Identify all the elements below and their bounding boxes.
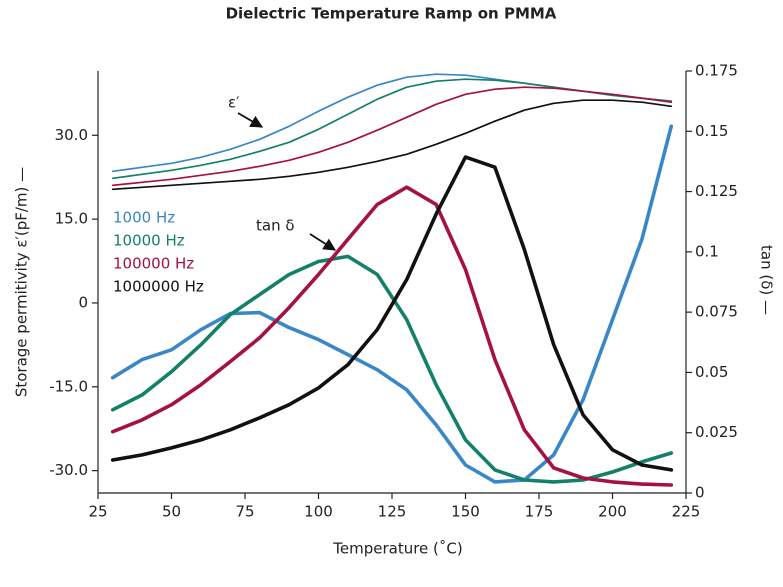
chart-title: Dielectric Temperature Ramp on PMMA bbox=[226, 5, 557, 23]
x-tick-label: 150 bbox=[451, 503, 480, 521]
x-tick-label: 175 bbox=[525, 503, 554, 521]
annotation: tan δ bbox=[256, 217, 295, 235]
annotation-arrow bbox=[237, 112, 264, 128]
y-tick-label: 0 bbox=[78, 293, 88, 311]
y2-axis-label: tan (δ) — bbox=[758, 245, 776, 315]
x-tick-label: 75 bbox=[235, 503, 254, 521]
series-line bbox=[110, 185, 674, 487]
legend-label: 1000000 Hz bbox=[113, 278, 204, 296]
y2-tick-label: 0 bbox=[695, 484, 705, 502]
y2-tick-label: 0.05 bbox=[695, 363, 728, 381]
y2-tick-label: 0.175 bbox=[695, 62, 738, 80]
x-tick-label: 100 bbox=[304, 503, 333, 521]
x-axis-label: Temperature (˚C) bbox=[332, 540, 462, 558]
x-tick-label: 125 bbox=[378, 503, 407, 521]
legend-label: 100000 Hz bbox=[113, 255, 194, 273]
series-line bbox=[111, 73, 673, 173]
series-line bbox=[111, 99, 673, 191]
y-axis-label: Storage permitivity ε′(pF/m) — bbox=[13, 167, 31, 397]
series-line bbox=[110, 124, 674, 484]
y-tick-label: -30.0 bbox=[49, 461, 88, 479]
x-tick-label: 50 bbox=[162, 503, 181, 521]
series-line bbox=[111, 78, 673, 180]
x-tick-label: 225 bbox=[672, 503, 701, 521]
y2-tick-label: 0.15 bbox=[695, 122, 728, 140]
x-tick-label: 200 bbox=[598, 503, 627, 521]
y-tick-label: 30.0 bbox=[55, 126, 88, 144]
y2-tick-label: 0.1 bbox=[695, 242, 719, 260]
series-line bbox=[111, 86, 673, 187]
y-tick-label: 15.0 bbox=[55, 210, 88, 228]
y2-tick-label: 0.025 bbox=[695, 423, 738, 441]
y2-tick-label: 0.075 bbox=[695, 303, 738, 321]
annotation-arrow bbox=[309, 233, 337, 251]
annotation: ε′ bbox=[228, 94, 240, 112]
y-tick-label: -15.0 bbox=[49, 377, 88, 395]
series-line bbox=[110, 155, 674, 472]
legend-label: 10000 Hz bbox=[113, 232, 185, 250]
y2-tick-label: 0.125 bbox=[695, 182, 738, 200]
series-line bbox=[110, 254, 674, 484]
legend-label: 1000 Hz bbox=[113, 209, 175, 227]
x-tick-label: 25 bbox=[88, 503, 107, 521]
